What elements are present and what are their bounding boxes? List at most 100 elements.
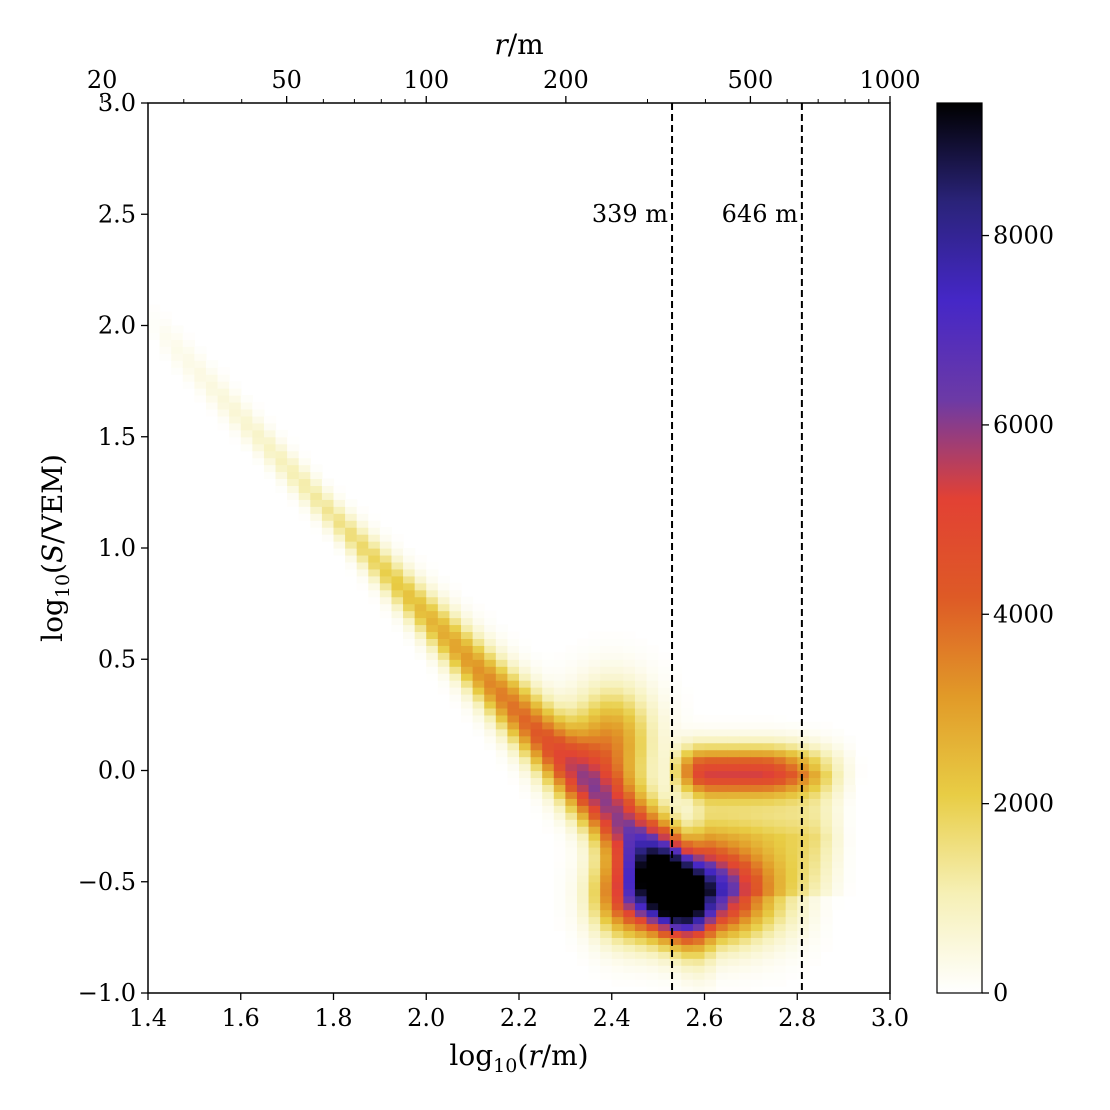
heatmap-cell [194,346,207,354]
heatmap-cell [785,735,798,744]
heatmap-cell [600,826,613,834]
heatmap-cell [333,492,346,500]
x-tick-label: 1.6 [222,1004,260,1032]
heatmap-cell [542,659,555,667]
heatmap-cell [391,554,404,563]
heatmap-cell [472,700,485,709]
heatmap-cell [495,735,508,744]
heatmap-cell [542,735,555,744]
heatmap-cell [750,721,764,730]
heatmap-cell [762,916,775,925]
heatmap-cell [681,965,694,973]
heatmap-cell [843,853,856,862]
heatmap-cell [704,833,717,841]
heatmap-cell [542,805,555,813]
heatmap-cell [704,742,717,751]
heatmap-cell [623,972,636,980]
heatmap-cell [368,582,381,591]
colorbar [936,102,983,994]
heatmap-cell [623,867,636,876]
heatmap-cell [716,791,729,799]
heatmap-cell [623,930,636,938]
heatmap-cell [437,603,451,612]
heatmap-cell [669,819,682,827]
heatmap-cell [519,749,532,758]
heatmap-cell [692,881,706,890]
heatmap-cell [832,860,845,869]
heatmap-cell [310,492,323,500]
heatmap-cell [785,728,798,737]
heatmap-cell [461,603,474,612]
heatmap-cell [843,749,856,758]
heatmap-cell [820,930,833,938]
heatmap-cell [495,714,508,723]
heatmap-cell [472,707,485,716]
heatmap-cell [797,958,810,966]
heatmap-cell [820,721,833,730]
heatmap-cell [275,450,288,459]
heatmap-cell [182,332,195,340]
heatmap-cell [495,638,508,646]
heatmap-cell [623,874,636,883]
heatmap-cell [797,853,810,862]
heatmap-cell [762,867,775,876]
heatmap-cell [704,902,717,911]
heatmap-cell [692,819,706,827]
heatmap-cell [634,944,648,952]
heatmap-cell [669,930,682,938]
heatmap-cell [797,874,810,883]
heatmap-cell [762,714,775,723]
heatmap-cell [519,694,532,702]
heatmap-cell [669,944,682,952]
heatmap-cell [623,846,636,855]
heatmap-cell [461,694,474,702]
heatmap-cell [472,659,485,667]
heatmap-cell [623,902,636,911]
heatmap-cell [565,853,578,862]
y-tick-label: −1.0 [78,979,136,1007]
heatmap-cell [611,666,624,674]
colorbar-tick-label: 2000 [993,790,1054,818]
heatmap-cell [704,888,717,897]
heatmap-cell [739,833,752,841]
heatmap-cell [461,652,474,660]
heatmap-cell [704,972,717,980]
heatmap-cell [820,791,833,799]
heatmap-cell [727,749,740,758]
heatmap-cell [692,923,706,932]
heatmap-cell [646,923,659,932]
heatmap-cell [681,833,694,841]
heatmap-cell [611,770,624,779]
heatmap-cell [646,916,659,925]
heatmap-cell [681,777,694,785]
heatmap-cell [750,874,764,883]
heatmap-cell [750,756,764,765]
heatmap-cell [600,631,613,639]
heatmap-cell [600,687,613,695]
heatmap-cell [727,902,740,911]
heatmap-cell [542,666,555,674]
heatmap-cell [692,846,706,855]
heatmap-cell [646,902,659,911]
heatmap-cell [472,666,485,674]
heatmap-cell [194,353,207,361]
heatmap-cell [600,909,613,918]
top-tick-label: 200 [543,66,589,94]
heatmap-cell [519,742,532,751]
heatmap-cell [310,464,323,473]
heatmap-cell [669,805,682,813]
heatmap-cell [600,930,613,938]
heatmap-cell [704,777,717,785]
heatmap-cell [623,770,636,779]
heatmap-cell [600,645,613,653]
heatmap-cell [252,457,265,466]
heatmap-cell [611,763,624,772]
heatmap-cell [588,666,601,674]
heatmap-cell [472,680,485,688]
heatmap-cell [646,798,659,806]
heatmap-cell [403,631,416,639]
heatmap-cell [658,881,671,890]
heatmap-cell [634,784,648,792]
heatmap-cell [739,930,752,938]
heatmap-cell [739,888,752,897]
